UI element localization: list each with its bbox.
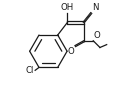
Text: OH: OH bbox=[61, 3, 74, 12]
Text: O: O bbox=[94, 31, 100, 40]
Text: N: N bbox=[92, 3, 98, 12]
Text: Cl: Cl bbox=[26, 66, 34, 75]
Text: O: O bbox=[67, 47, 74, 56]
